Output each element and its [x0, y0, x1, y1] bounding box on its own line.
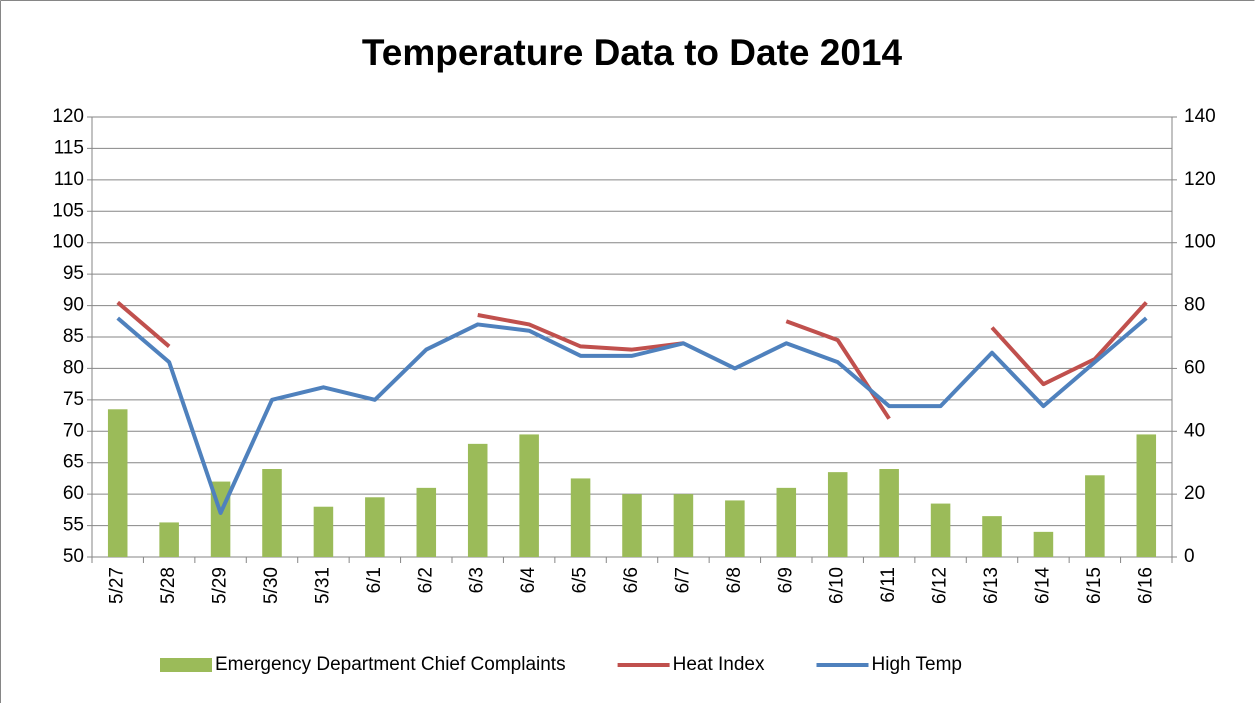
legend-swatch [160, 658, 212, 672]
x-tick-label: 5/28 [158, 567, 179, 604]
x-tick-label: 6/14 [1032, 567, 1053, 604]
bar [1085, 475, 1105, 557]
x-tick-label: 6/12 [930, 567, 951, 604]
x-tick-label: 5/27 [107, 567, 128, 604]
bar [1136, 434, 1157, 557]
legend-label: High Temp [872, 654, 962, 675]
x-tick-label: 6/11 [878, 567, 899, 603]
x-tick-label: 6/4 [518, 567, 539, 594]
bar [930, 503, 951, 557]
y-tick-label: 55 [63, 515, 84, 536]
x-tick-label: 6/9 [775, 567, 796, 593]
line [116, 300, 1148, 420]
y-tick-label: 80 [63, 357, 84, 378]
y2-tick-label: 20 [1184, 483, 1205, 504]
legend-label: Emergency Department Chief Complaints [215, 654, 566, 675]
bar [519, 434, 539, 557]
bar [776, 487, 797, 557]
y2-tick-label: 80 [1184, 295, 1205, 316]
x-tick-label: 5/30 [261, 567, 282, 604]
bar [982, 516, 1002, 557]
y2-tick-label: 140 [1184, 106, 1216, 127]
bar [262, 469, 282, 557]
bar [725, 500, 745, 557]
x-tick-label: 6/15 [1084, 567, 1105, 604]
bar [1033, 531, 1054, 557]
y-tick-label: 70 [63, 420, 84, 441]
y-tick-label: 85 [63, 326, 84, 347]
y-tick-label: 90 [63, 295, 84, 316]
bar [467, 443, 488, 557]
y-tick-label: 110 [54, 169, 84, 190]
bar [673, 494, 694, 557]
y-tick-label: 95 [63, 263, 84, 284]
x-tick-label: 6/2 [415, 567, 436, 593]
y-tick-label: 100 [52, 232, 84, 253]
x-tick-label: 6/1 [364, 567, 385, 593]
chart-title: Temperature Data to Date 2014 [362, 32, 903, 73]
y-tick-label: 120 [52, 106, 84, 127]
bar [365, 497, 385, 557]
y-tick-label: 50 [63, 546, 84, 567]
bar [570, 478, 591, 557]
y-tick-label: 65 [63, 452, 84, 473]
x-tick-label: 6/7 [672, 567, 693, 593]
y2-tick-label: 0 [1184, 546, 1195, 567]
bar [879, 469, 899, 557]
y2-tick-label: 100 [1184, 232, 1216, 253]
bar [622, 494, 642, 557]
bar [827, 472, 848, 557]
bar [107, 409, 128, 557]
y2-tick-label: 120 [1184, 169, 1216, 190]
x-tick-label: 5/31 [312, 567, 333, 604]
y2-tick-label: 40 [1184, 420, 1205, 441]
y-tick-label: 105 [52, 200, 84, 221]
bar [159, 522, 179, 557]
x-tick-label: 6/13 [981, 567, 1002, 604]
y-tick-label: 60 [63, 483, 84, 504]
x-tick-label: 6/3 [467, 567, 488, 593]
y-tick-label: 115 [54, 137, 84, 158]
y-tick-label: 75 [63, 389, 84, 410]
x-tick-label: 5/29 [210, 567, 231, 604]
bar [416, 487, 437, 557]
bar [313, 506, 334, 557]
line [116, 316, 1148, 515]
y2-tick-label: 60 [1184, 357, 1205, 378]
x-tick-label: 6/5 [570, 567, 591, 593]
x-tick-label: 6/6 [621, 567, 642, 593]
legend-label: Heat Index [673, 654, 765, 675]
x-tick-label: 6/10 [827, 567, 848, 604]
x-tick-label: 6/16 [1135, 567, 1156, 604]
x-tick-label: 6/8 [724, 567, 745, 593]
